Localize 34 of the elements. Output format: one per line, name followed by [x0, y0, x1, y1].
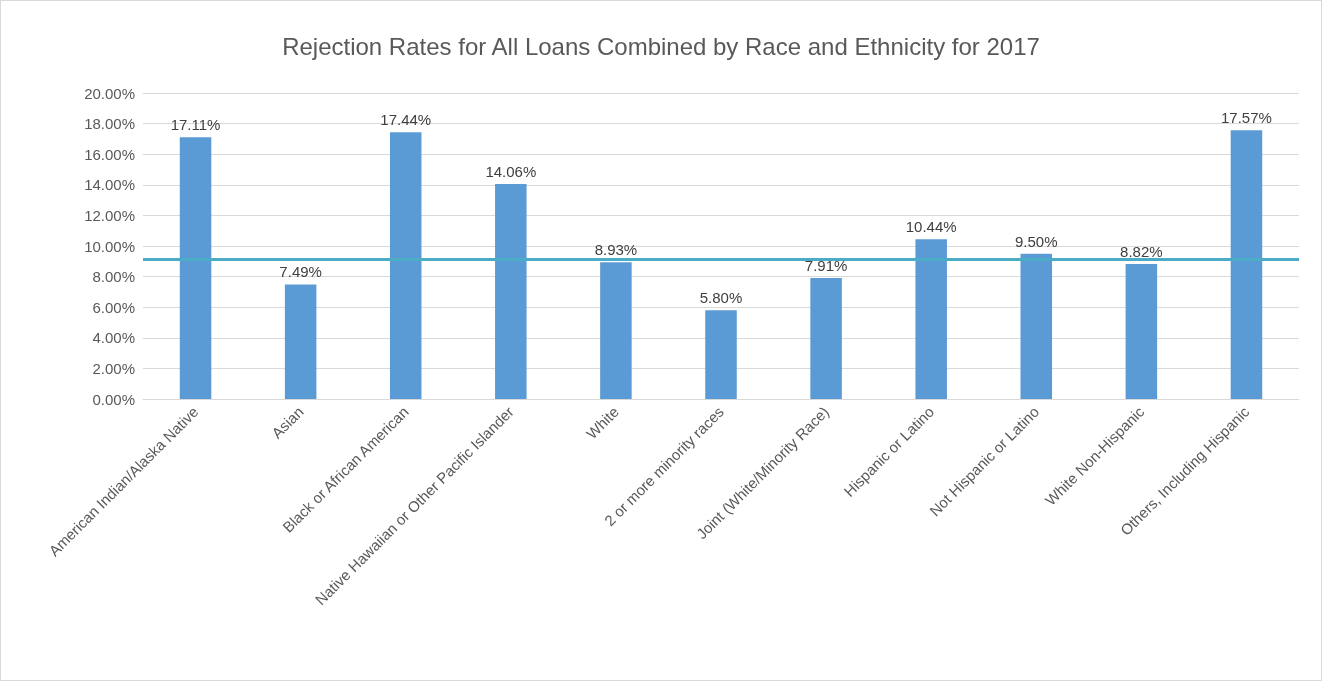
data-label: 17.11%	[170, 116, 221, 134]
bar	[389, 132, 422, 399]
y-tick-label: 12.00%	[84, 206, 135, 224]
data-label: 8.82%	[1120, 243, 1163, 261]
y-tick-label: 0.00%	[92, 390, 135, 408]
bar	[705, 310, 737, 399]
y-tick-label: 6.00%	[92, 298, 135, 316]
data-label: 14.06%	[485, 162, 537, 180]
chart-title: Rejection Rates for All Loans Combined by Race and Ethnicity for 2017	[282, 32, 1040, 60]
data-label: 5.80%	[699, 289, 743, 307]
y-tick-label: 10.00%	[84, 237, 135, 255]
bar	[284, 284, 317, 399]
bar	[495, 183, 527, 399]
bar	[1020, 253, 1053, 399]
data-label: 7.91%	[804, 256, 848, 274]
y-tick-label: 20.00%	[84, 84, 135, 102]
data-label: 9.50%	[1015, 232, 1058, 250]
y-tick-label: 14.00%	[84, 176, 135, 194]
bar	[600, 262, 632, 399]
bar	[1125, 264, 1158, 399]
bar	[1230, 130, 1263, 399]
y-tick-label: 16.00%	[84, 145, 135, 163]
y-tick-label: 8.00%	[92, 268, 135, 286]
data-label: 17.44%	[380, 111, 432, 129]
data-label: 17.57%	[1221, 109, 1272, 127]
y-tick-label: 18.00%	[84, 115, 135, 133]
data-label: 10.44%	[905, 218, 957, 236]
y-tick-label: 4.00%	[92, 329, 135, 347]
data-label: 7.49%	[279, 263, 322, 281]
bar	[810, 277, 842, 399]
y-tick-label: 2.00%	[92, 359, 135, 377]
data-label: 8.93%	[594, 241, 638, 259]
bar	[179, 137, 212, 399]
bar	[915, 239, 947, 399]
